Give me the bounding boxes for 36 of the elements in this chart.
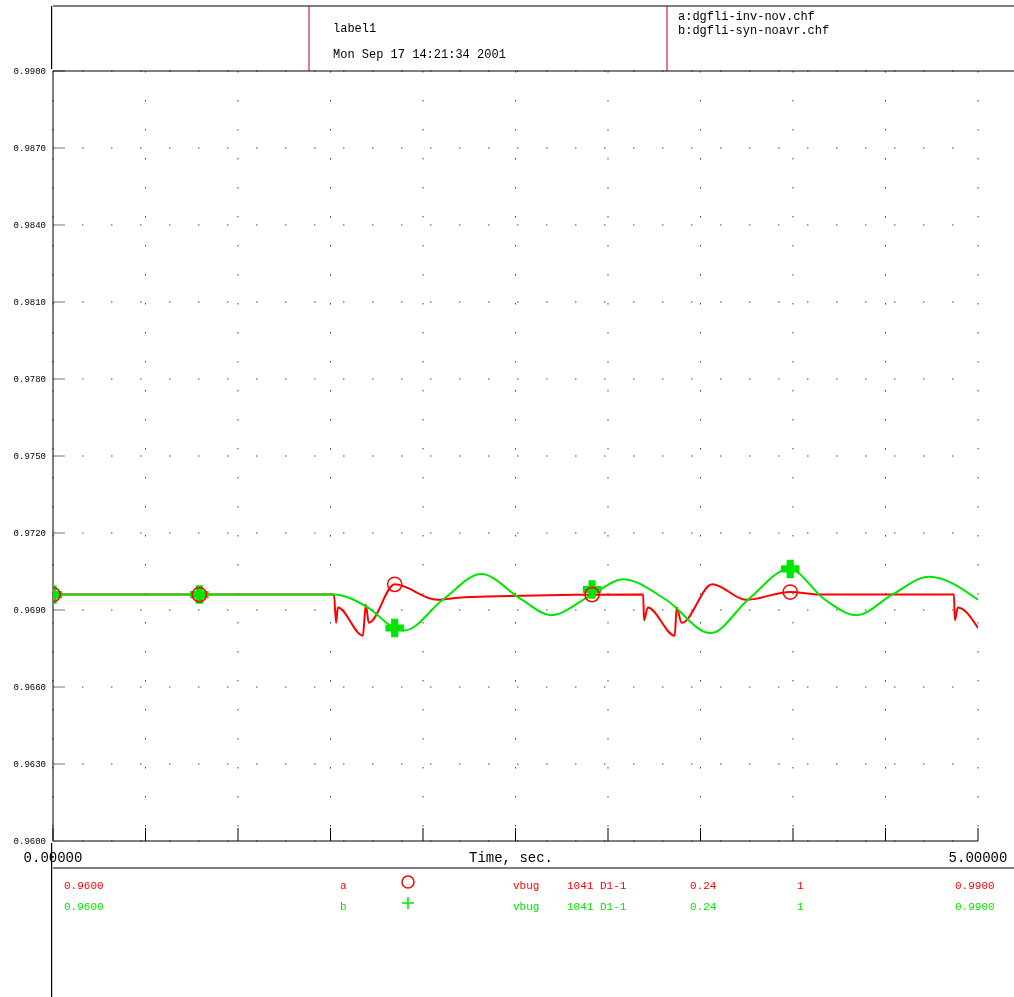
y-tick-label: 0.9600 <box>13 837 46 847</box>
text: 0.9600 <box>64 901 104 913</box>
text: 0.9600 <box>64 880 104 892</box>
y-tick-label: 0.9690 <box>13 606 46 616</box>
text: 0.9900 <box>955 901 995 913</box>
text: a:dgfli-inv-nov.chf <box>678 10 815 24</box>
y-tick-label: 0.9660 <box>13 683 46 693</box>
y-tick-label: 0.9780 <box>13 375 46 385</box>
y-tick-label: 0.9840 <box>13 221 46 231</box>
chart-subtitle: Mon Sep 17 14:21:34 2001 <box>333 48 506 62</box>
text: 1041 D1-1 <box>567 901 627 913</box>
point <box>782 584 799 600</box>
text: 1 <box>797 901 804 913</box>
chart-title: label1 <box>333 22 377 36</box>
point <box>584 586 600 603</box>
y-tick-label: 0.9810 <box>13 298 46 308</box>
text: 1 <box>797 880 804 892</box>
text: vbug <box>513 901 540 913</box>
text: 0.24 <box>690 901 717 913</box>
x-axis-title: Time, sec. <box>468 850 554 866</box>
y-tick-label: 0.9900 <box>13 67 46 77</box>
point <box>386 576 403 593</box>
text: 0.9900 <box>955 880 995 892</box>
y-tick-label: 0.9630 <box>13 760 46 770</box>
text: b <box>340 901 347 913</box>
y-tick-label: 0.9870 <box>13 144 46 154</box>
point <box>385 618 404 638</box>
text: b:dgfli-syn-noavr.chf <box>678 24 830 38</box>
text: 1041 D1-1 <box>567 880 627 892</box>
y-tick-label: 0.9750 <box>13 452 46 462</box>
text: 0.24 <box>690 880 717 892</box>
point <box>780 559 800 579</box>
y-tick-label: 0.9720 <box>13 529 46 539</box>
x-tick-label: 5.00000 <box>948 850 1008 866</box>
text: vbug <box>513 880 540 892</box>
text: a <box>340 880 347 892</box>
